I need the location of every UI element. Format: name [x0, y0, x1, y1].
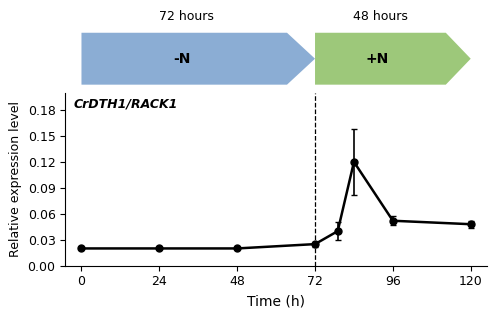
Polygon shape	[315, 33, 470, 85]
Text: -N: -N	[173, 52, 190, 66]
X-axis label: Time (h): Time (h)	[246, 294, 305, 308]
Text: CrDTH1/RACK1: CrDTH1/RACK1	[74, 98, 178, 111]
Text: 72 hours: 72 hours	[159, 10, 213, 23]
Polygon shape	[81, 33, 315, 85]
Text: 48 hours: 48 hours	[352, 10, 407, 23]
Text: +N: +N	[365, 52, 388, 66]
Y-axis label: Relative expression level: Relative expression level	[9, 101, 22, 257]
